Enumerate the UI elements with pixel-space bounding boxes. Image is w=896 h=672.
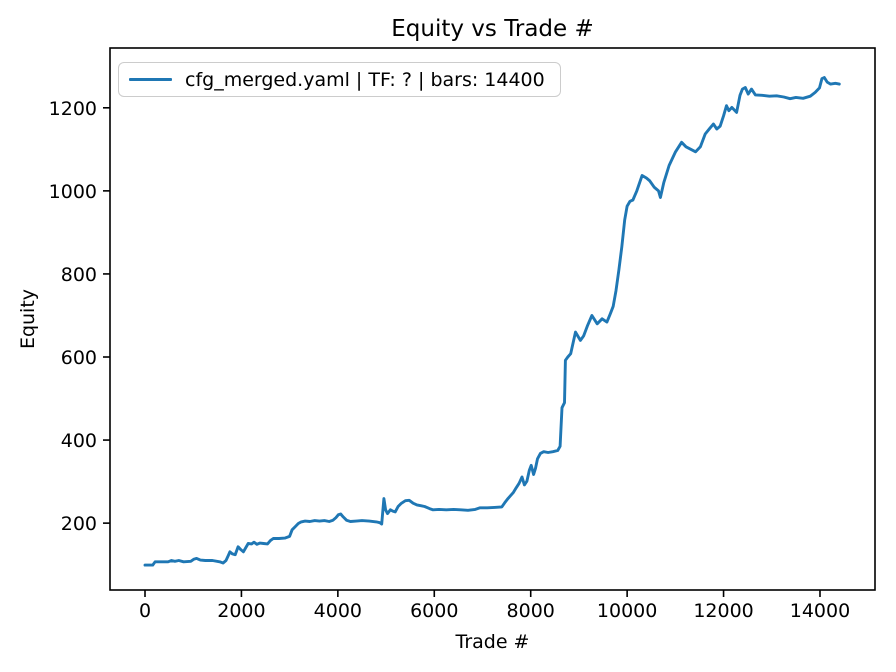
y-axis-label: Equity	[17, 288, 39, 350]
y-tick-label: 200	[61, 513, 97, 535]
x-tick-label: 14000	[790, 600, 850, 622]
chart-title: Equity vs Trade #	[391, 16, 594, 42]
y-tick-label: 1200	[49, 98, 97, 120]
x-tick-label: 6000	[410, 600, 458, 622]
legend-line-sample	[129, 78, 172, 81]
x-tick-label: 8000	[507, 600, 555, 622]
legend-label: cfg_merged.yaml | TF: ? | bars: 14400	[185, 68, 545, 91]
x-tick-label: 12000	[693, 600, 753, 622]
y-tick-label: 1000	[49, 181, 97, 203]
y-tick-label: 600	[61, 347, 97, 369]
x-axis-label: Trade #	[455, 631, 530, 653]
legend: cfg_merged.yaml | TF: ? | bars: 14400	[118, 62, 561, 97]
x-tick-label: 4000	[314, 600, 362, 622]
axes-frame	[109, 47, 876, 591]
y-tick-label: 800	[61, 264, 97, 286]
x-tick-label: 10000	[597, 600, 657, 622]
equity-line	[143, 76, 841, 567]
x-tick-label: 2000	[217, 600, 265, 622]
x-tick-label: 0	[139, 600, 151, 622]
y-tick-label: 400	[61, 430, 97, 452]
